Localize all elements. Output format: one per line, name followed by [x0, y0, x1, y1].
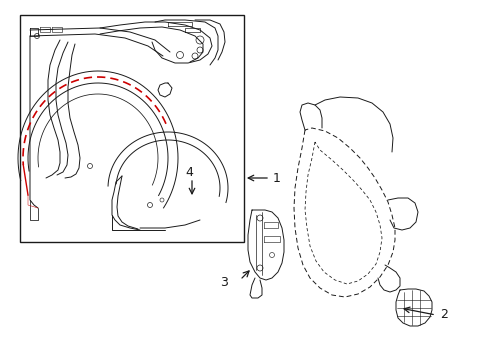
- Text: 2: 2: [439, 309, 447, 321]
- Bar: [20, 15, 244, 242]
- Text: 1: 1: [272, 171, 280, 184]
- Text: 4: 4: [184, 166, 192, 179]
- Text: 3: 3: [220, 275, 227, 288]
